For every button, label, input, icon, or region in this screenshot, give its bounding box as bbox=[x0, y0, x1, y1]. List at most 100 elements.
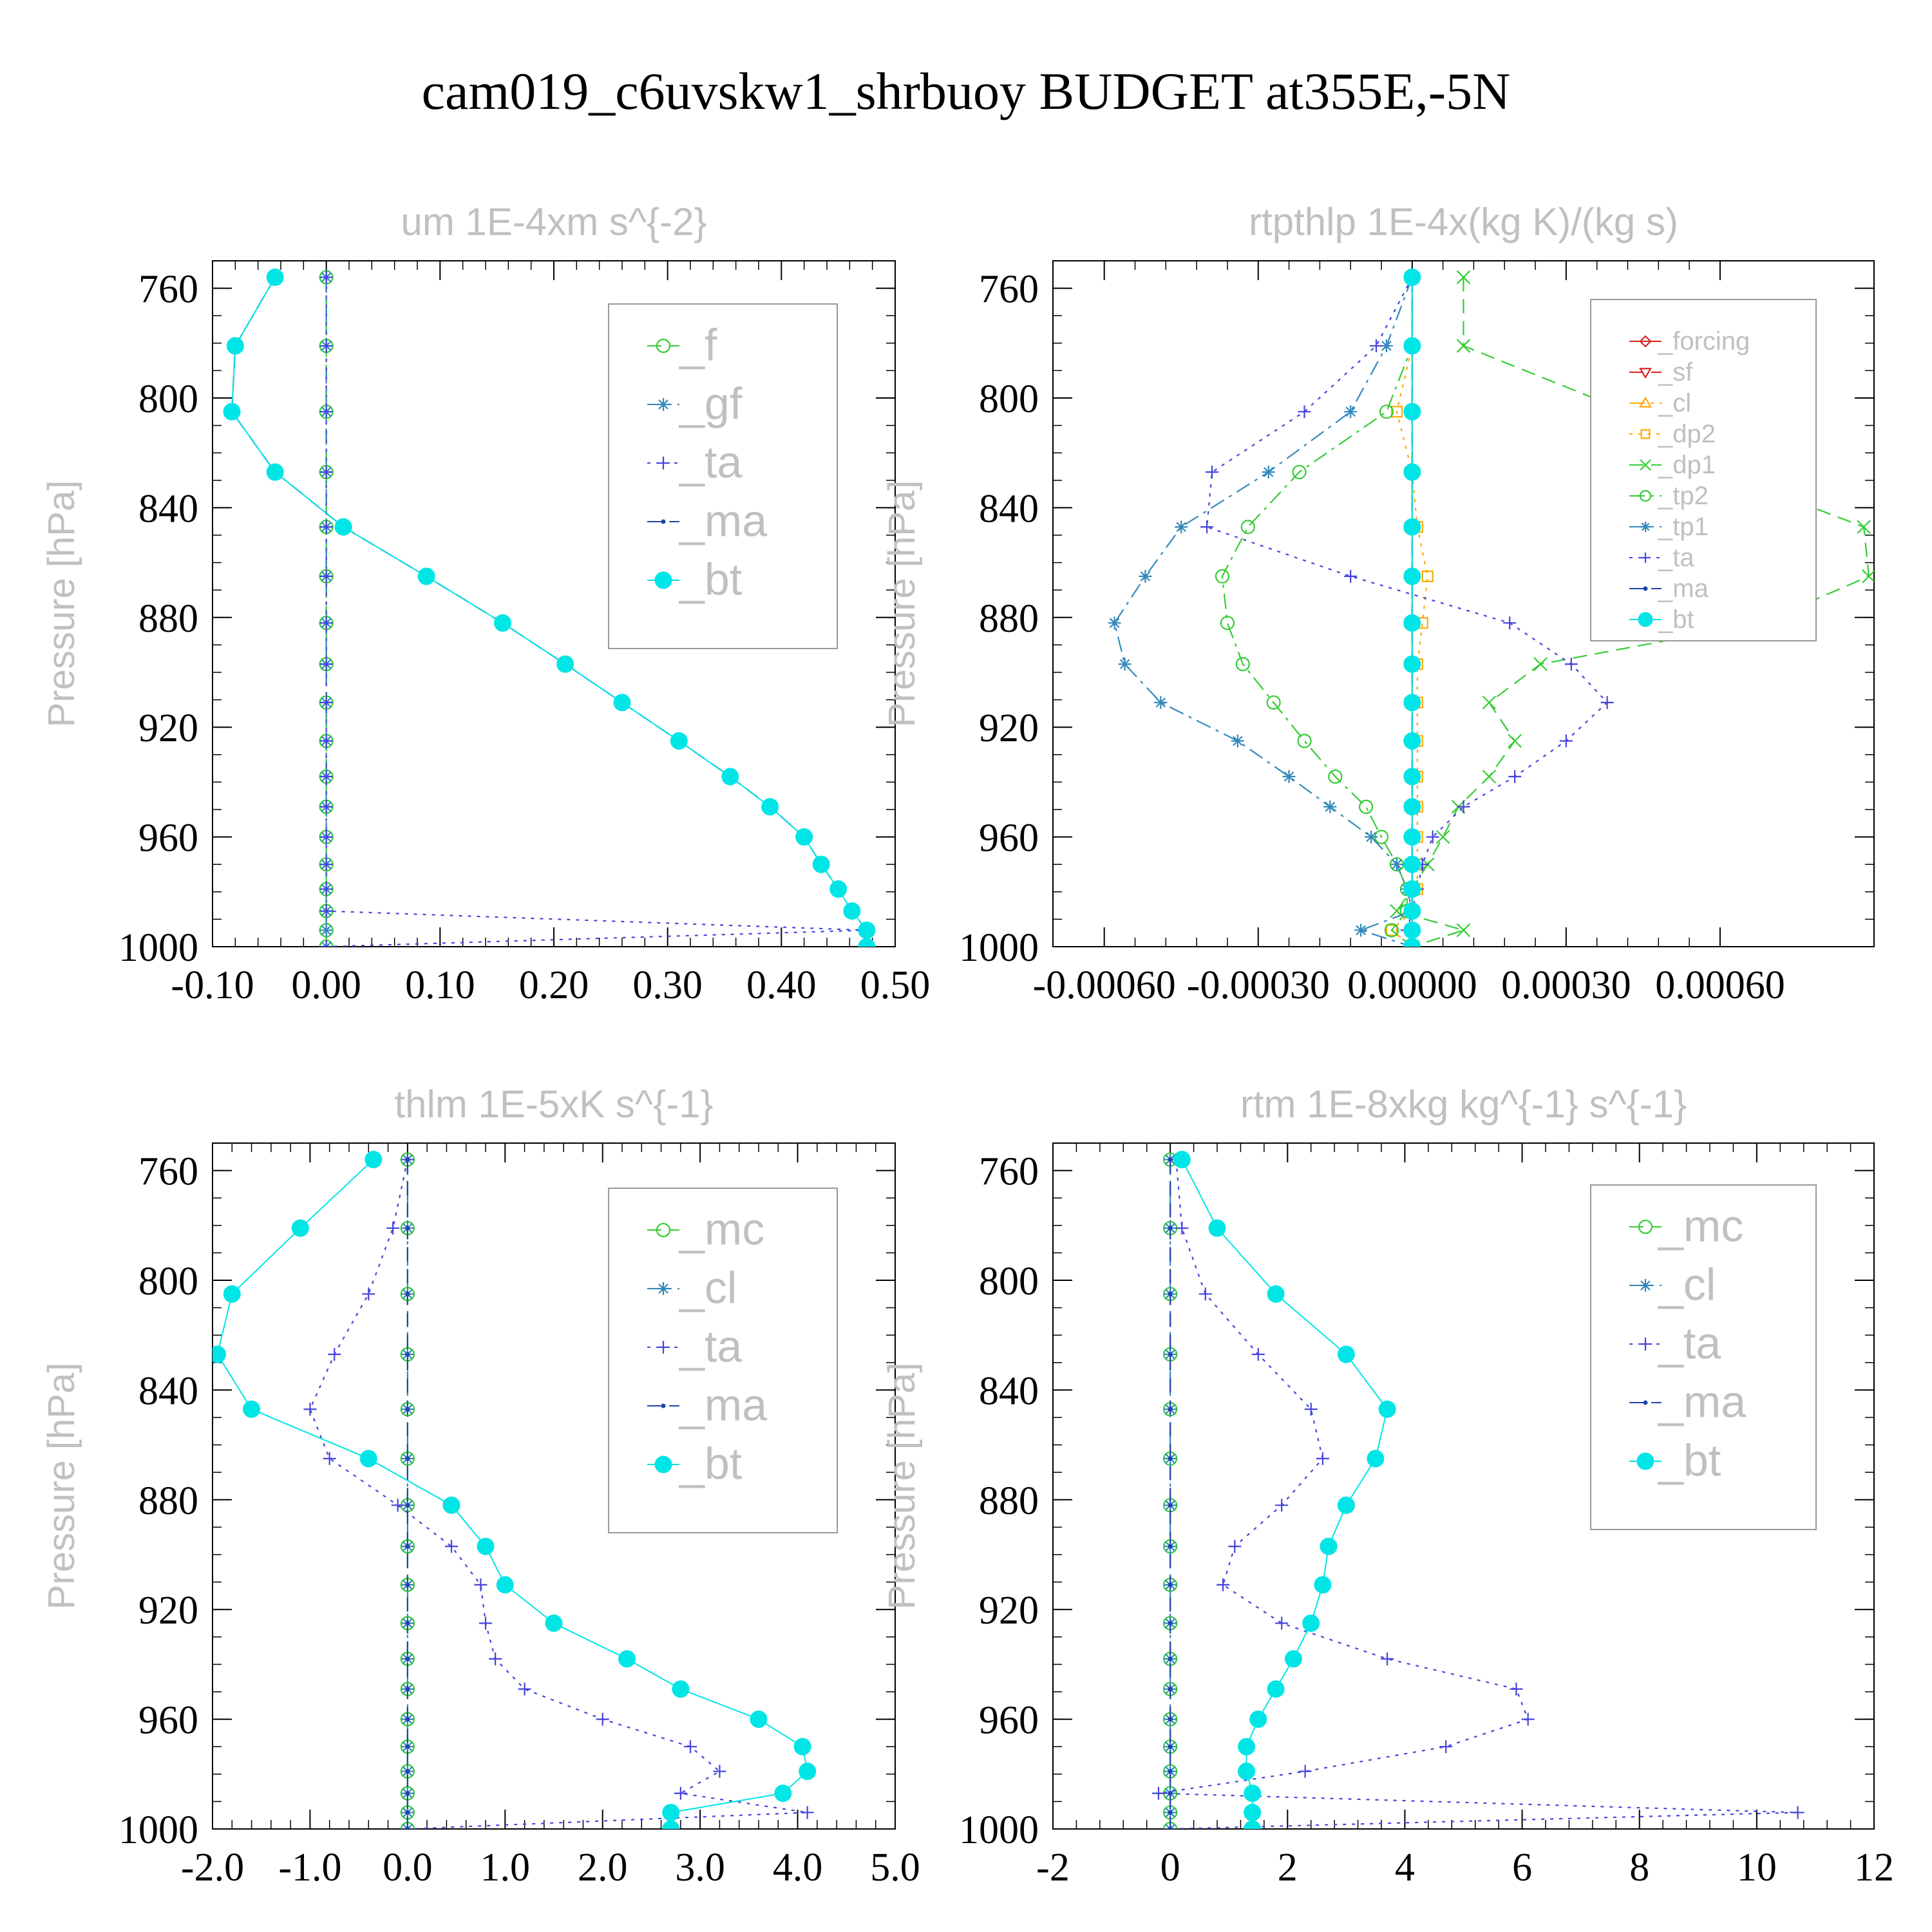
data-point bbox=[319, 569, 333, 583]
x-tick-label: 5.0 bbox=[870, 1846, 920, 1889]
legend: _mc _cl _ta _ma _bt bbox=[608, 1188, 838, 1533]
x-tick-label: 0.40 bbox=[746, 963, 817, 1007]
data-point bbox=[319, 466, 333, 479]
data-point bbox=[761, 798, 779, 816]
legend-label: _mc bbox=[1657, 1200, 1743, 1251]
x-tick-label: 0.00000 bbox=[1347, 963, 1477, 1007]
data-point bbox=[1228, 1540, 1242, 1553]
data-point bbox=[405, 1717, 410, 1722]
data-point bbox=[674, 1786, 687, 1800]
series-dp2 bbox=[1385, 271, 1434, 947]
data-point bbox=[1168, 1717, 1173, 1722]
data-point bbox=[477, 1537, 495, 1555]
data-point bbox=[1251, 1348, 1265, 1361]
x-tick-label: 8 bbox=[1629, 1846, 1649, 1889]
x-tick-label: 2.0 bbox=[578, 1846, 628, 1889]
data-point bbox=[474, 1578, 488, 1591]
legend-box bbox=[608, 303, 838, 649]
data-point bbox=[1168, 1810, 1173, 1815]
legend-marker bbox=[657, 1341, 670, 1354]
legend-label: _ma bbox=[1658, 574, 1709, 603]
data-point bbox=[1238, 1738, 1256, 1756]
plot-frame bbox=[212, 1142, 896, 1830]
data-point bbox=[1857, 520, 1871, 534]
y-tick-label: 920 bbox=[979, 1589, 1039, 1633]
data-point bbox=[319, 800, 333, 813]
data-point bbox=[266, 463, 284, 481]
data-point bbox=[1284, 1650, 1302, 1668]
legend-label: _bt bbox=[1658, 605, 1694, 634]
legend-entry-ta: _ta bbox=[1629, 1318, 1721, 1368]
data-point bbox=[1435, 829, 1450, 844]
x-tick-label: 0.10 bbox=[405, 963, 475, 1007]
chart-title: rtm 1E-8xkg kg^{-1} s^{-1} bbox=[1240, 1083, 1687, 1126]
data-point bbox=[1390, 406, 1403, 418]
data-point bbox=[1564, 658, 1578, 671]
data-point bbox=[405, 1291, 410, 1296]
data-point bbox=[1456, 339, 1471, 353]
data-point bbox=[405, 1744, 410, 1749]
y-tick-label: 960 bbox=[138, 817, 198, 860]
legend-entry-cl: _cl bbox=[1629, 389, 1691, 417]
legend-marker bbox=[657, 1282, 670, 1295]
legend-marker bbox=[1639, 396, 1652, 408]
data-point bbox=[1456, 923, 1471, 938]
x-tick-label: -0.00030 bbox=[1187, 963, 1330, 1007]
data-point bbox=[319, 858, 333, 871]
data-point bbox=[1220, 616, 1235, 630]
data-point bbox=[1168, 1582, 1173, 1587]
x-tick-label: 0.00060 bbox=[1655, 963, 1785, 1007]
legend-box bbox=[608, 1188, 838, 1533]
data-point bbox=[359, 1450, 377, 1468]
data-point bbox=[1173, 1151, 1191, 1169]
x-tick-label: 0.0 bbox=[383, 1846, 433, 1889]
data-point bbox=[213, 1345, 227, 1363]
data-point bbox=[1559, 734, 1573, 748]
data-point bbox=[328, 1348, 341, 1361]
chart-panel-2: rtpthlp 1E-4x(kg K)/(kg s) Pressure [hPa]… bbox=[881, 200, 1875, 1007]
legend-marker bbox=[1640, 522, 1651, 532]
data-point bbox=[1275, 1499, 1289, 1512]
data-point bbox=[795, 828, 813, 846]
data-point bbox=[1298, 405, 1311, 419]
legend-label: _cl bbox=[678, 1262, 737, 1312]
legend-entry-cl: _cl bbox=[647, 1262, 737, 1312]
y-axis-label: Pressure [hPa] bbox=[41, 480, 82, 728]
data-point bbox=[319, 696, 333, 709]
data-point bbox=[319, 734, 333, 748]
legend-marker bbox=[661, 519, 666, 524]
y-tick-label: 760 bbox=[138, 268, 198, 312]
legend-marker bbox=[1640, 429, 1651, 439]
data-point bbox=[334, 518, 352, 536]
data-point bbox=[1508, 770, 1522, 783]
y-axis-label: Pressure [hPa] bbox=[881, 480, 923, 728]
series-bt bbox=[1173, 1151, 1396, 1829]
legend-marker bbox=[656, 1222, 671, 1238]
legend-entry-ta: _ta bbox=[647, 1321, 742, 1371]
data-point bbox=[445, 1540, 458, 1553]
y-axis-label: Pressure [hPa] bbox=[881, 1363, 923, 1610]
data-point bbox=[1403, 880, 1421, 898]
data-point bbox=[1118, 658, 1132, 671]
legend-entry-ma: _ma bbox=[647, 495, 767, 545]
data-point bbox=[1403, 921, 1421, 939]
figure-title: cam019_c6uvskw1_shrbuoy BUDGET at355E,-5… bbox=[421, 62, 1511, 120]
data-point bbox=[518, 1682, 531, 1696]
legend-label: _bt bbox=[678, 1438, 742, 1488]
data-point bbox=[1323, 800, 1337, 813]
data-point bbox=[405, 1582, 410, 1587]
data-point bbox=[793, 1738, 811, 1756]
data-point bbox=[405, 1456, 410, 1461]
legend-label: _gf bbox=[678, 378, 743, 428]
data-point bbox=[1304, 1403, 1318, 1416]
legend-entry-tp2: _tp2 bbox=[1629, 482, 1709, 510]
series-ta bbox=[1200, 270, 1614, 947]
data-point bbox=[1403, 567, 1421, 585]
y-tick-label: 760 bbox=[979, 1150, 1039, 1194]
data-point bbox=[405, 1826, 410, 1829]
legend-marker bbox=[1638, 612, 1653, 627]
data-point bbox=[1249, 1710, 1267, 1728]
data-point bbox=[545, 1615, 563, 1632]
